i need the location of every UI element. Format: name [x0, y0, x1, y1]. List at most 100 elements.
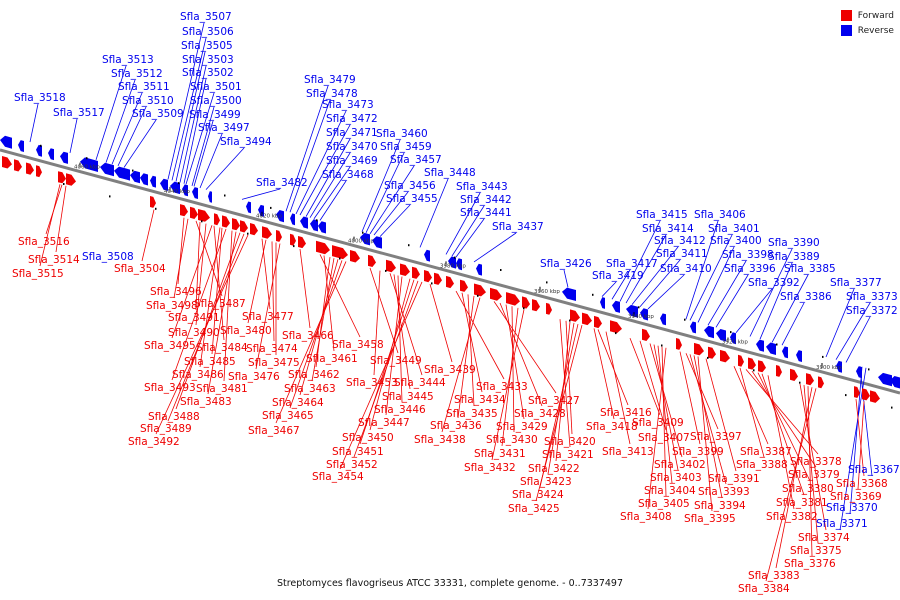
tick-label: 4060 kbp: [74, 165, 100, 171]
forward-label: Sfla_3422: [528, 463, 580, 475]
forward-gene: [546, 302, 552, 315]
forward-leader: [171, 228, 227, 381]
reverse-label: Sfla_3456: [384, 180, 436, 192]
reverse-leader: [205, 147, 245, 190]
forward-gene: [424, 270, 432, 283]
forward-label: Sfla_3486: [172, 369, 224, 381]
reverse-label: Sfla_3377: [830, 277, 882, 289]
forward-gene: [790, 368, 798, 381]
reverse-leader: [859, 366, 873, 477]
reverse-label: Sfla_3470: [326, 141, 378, 153]
forward-leader: [765, 388, 817, 582]
gene-marker: [293, 245, 295, 248]
reverse-swatch: [840, 25, 852, 36]
gene-marker: [270, 206, 272, 209]
reverse-leader: [473, 232, 517, 263]
forward-leader: [803, 385, 819, 544]
reverse-gene: [48, 148, 54, 161]
forward-gene: [642, 328, 650, 341]
reverse-gene: [704, 325, 714, 339]
forward-gene: [262, 226, 272, 239]
forward-leader: [505, 304, 525, 420]
reverse-label: Sfla_3508: [82, 251, 134, 263]
reverse-gene: [246, 201, 251, 214]
forward-label: Sfla_3379: [788, 469, 840, 481]
forward-gene: [570, 309, 580, 322]
forward-leader: [799, 383, 827, 531]
gene-marker: [224, 194, 226, 197]
forward-gene: [532, 299, 540, 312]
forward-leader: [745, 369, 819, 455]
reverse-leader: [631, 246, 679, 305]
forward-label: Sfla_3493: [144, 382, 196, 394]
forward-leader: [807, 386, 813, 557]
reverse-gene: [600, 297, 605, 309]
forward-leader: [499, 302, 543, 407]
reverse-leader: [241, 188, 281, 200]
forward-label: Sfla_3495: [144, 340, 196, 352]
forward-leader: [55, 185, 67, 253]
reverse-gene: [716, 329, 726, 342]
forward-gene: [818, 376, 824, 389]
forward-leader: [697, 356, 713, 512]
reverse-leader: [313, 166, 351, 220]
forward-leader: [429, 283, 453, 363]
forward-label: Sfla_3380: [782, 483, 834, 495]
forward-gene: [446, 275, 454, 289]
reverse-leader: [199, 133, 223, 189]
forward-leader: [171, 225, 213, 339]
gene-marker: [477, 294, 479, 297]
forward-label: Sfla_3481: [196, 383, 248, 395]
forward-label: Sfla_3416: [600, 407, 652, 419]
reverse-label: Sfla_3410: [660, 263, 712, 275]
forward-leader: [323, 255, 335, 352]
reverse-leader: [29, 103, 39, 143]
reverse-leader: [419, 178, 449, 248]
forward-label: Sfla_3465: [262, 410, 314, 422]
forward-leader: [373, 270, 381, 376]
reverse-leader: [299, 124, 351, 216]
forward-leader: [857, 401, 865, 490]
forward-leader: [751, 370, 817, 468]
gene-marker: [500, 269, 502, 271]
legend-item-reverse: Reverse: [840, 23, 894, 38]
reverse-leader: [715, 274, 749, 328]
reverse-label: Sfla_3390: [768, 237, 820, 249]
reverse-label: Sfla_3443: [456, 181, 508, 193]
gene-marker: [707, 356, 709, 359]
forward-leader: [539, 323, 579, 488]
reverse-gene: [80, 157, 98, 172]
reverse-gene: [170, 181, 180, 195]
reverse-gene: [612, 300, 620, 313]
gene-marker: [661, 344, 663, 347]
reverse-gene: [690, 321, 696, 334]
legend-label-forward: Forward: [857, 10, 894, 21]
reverse-leader: [825, 288, 855, 358]
forward-label: Sfla_3424: [512, 489, 564, 501]
forward-leader: [319, 254, 361, 338]
reverse-label: Sfla_3469: [326, 155, 378, 167]
reverse-label: Sfla_3392: [748, 277, 800, 289]
forward-leader: [397, 275, 403, 403]
forward-swatch: [840, 10, 852, 21]
forward-label: Sfla_3488: [148, 411, 200, 423]
forward-leader: [511, 306, 515, 433]
reverse-gene: [476, 263, 482, 276]
reverse-gene: [160, 178, 168, 191]
reverse-label: Sfla_3371: [816, 518, 868, 530]
reverse-leader: [639, 259, 681, 308]
forward-leader: [199, 227, 221, 368]
forward-gene: [66, 173, 76, 186]
reverse-gene: [856, 366, 862, 379]
reverse-leader: [647, 274, 685, 310]
reverse-label: Sfla_3509: [132, 108, 184, 120]
reverse-leader: [305, 138, 351, 217]
gene-marker: [408, 244, 410, 247]
forward-label: Sfla_3404: [644, 485, 696, 497]
forward-label: Sfla_3438: [414, 434, 466, 446]
forward-label: Sfla_3485: [184, 356, 236, 368]
forward-gene: [290, 233, 296, 246]
forward-label: Sfla_3393: [698, 486, 750, 498]
forward-leader: [369, 267, 399, 354]
gene-marker: [822, 355, 824, 358]
